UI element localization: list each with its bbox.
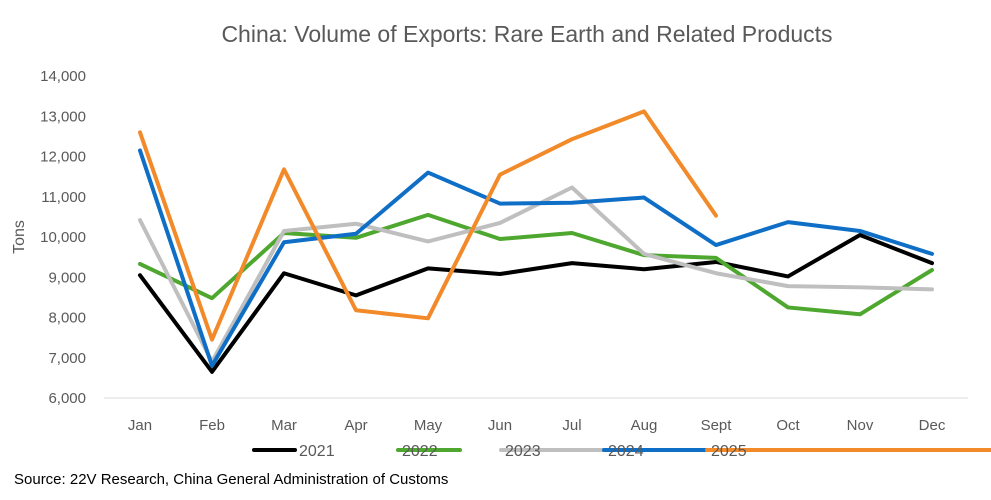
y-tick-label: 9,000 xyxy=(48,269,86,286)
x-tick-label: Oct xyxy=(776,417,800,434)
x-tick-label: Mar xyxy=(271,417,297,434)
x-tick-label: Apr xyxy=(344,417,367,434)
series-line-2021 xyxy=(138,232,934,374)
legend-label-2024: 2024 xyxy=(608,443,644,460)
series-line-2025 xyxy=(138,109,718,342)
y-tick-label: 11,000 xyxy=(41,189,86,206)
source-note: Source: 22V Research, China General Admi… xyxy=(14,471,448,488)
x-tick-label: Sept xyxy=(701,417,733,434)
y-axis-label: Tons xyxy=(11,220,28,254)
x-tick-label: Jan xyxy=(128,417,152,434)
x-tick-label: Dec xyxy=(919,417,946,434)
y-tick-label: 8,000 xyxy=(48,310,86,327)
x-tick-label: Feb xyxy=(199,417,225,434)
series-line-2022 xyxy=(138,212,934,317)
y-tick-label: 12,000 xyxy=(40,149,86,166)
legend-label-2021: 2021 xyxy=(299,443,335,460)
legend-label-2022: 2022 xyxy=(402,443,438,460)
series-line-2024 xyxy=(138,148,934,368)
x-tick-label: May xyxy=(414,417,443,434)
y-tick-label: 14,000 xyxy=(40,68,86,85)
chart-title: China: Volume of Exports: Rare Earth and… xyxy=(221,21,832,47)
x-tick-label: Jul xyxy=(562,417,581,434)
x-tick-label: Nov xyxy=(847,417,874,434)
series-line-2023 xyxy=(138,185,934,364)
legend-label-2023: 2023 xyxy=(505,443,541,460)
y-tick-label: 13,000 xyxy=(40,108,86,125)
legend-label-2025: 2025 xyxy=(711,443,747,460)
y-tick-label: 7,000 xyxy=(48,350,86,367)
y-tick-label: 6,000 xyxy=(48,390,86,407)
x-tick-label: Jun xyxy=(488,417,512,434)
y-tick-label: 10,000 xyxy=(40,229,86,246)
x-tick-label: Aug xyxy=(631,417,658,434)
